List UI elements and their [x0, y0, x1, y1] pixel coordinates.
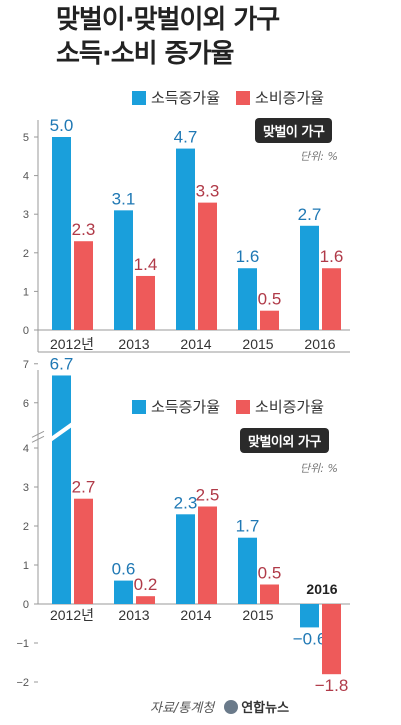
y-tick-label: −2: [16, 677, 29, 689]
panel-tag-dual-income: 맞벌이 가구: [255, 118, 333, 143]
y-tick-label: 1: [23, 286, 29, 298]
legend-label-income: 소득증가율: [151, 398, 221, 416]
category-label: 2016: [304, 336, 335, 352]
data-label-income: 4.7: [174, 128, 198, 147]
chart-title-line-1: 맞벌이·맞벌이외 가구: [56, 5, 280, 35]
unit-label-bottom: 단위: %: [300, 462, 338, 475]
chart-title-line-2: 소득·소비 증가율: [56, 39, 234, 69]
category-label: 2015: [242, 607, 273, 623]
axis-break-axis-mark: [31, 430, 45, 443]
y-tick-label: 3: [23, 482, 29, 494]
data-label-income: 2.3: [174, 493, 198, 512]
data-label-spending: 1.6: [320, 247, 344, 266]
bar-spending: [260, 584, 279, 604]
data-label-spending: 3.3: [196, 182, 220, 201]
legend-item-income: 소득증가율: [132, 87, 220, 108]
source-label: 자료/통계청: [150, 701, 215, 716]
category-label: 2015: [242, 336, 273, 352]
bar-income: [114, 210, 133, 330]
legend-swatch-income: [132, 90, 146, 105]
data-label-income: 6.7: [50, 354, 74, 373]
category-label: 2012년: [50, 336, 94, 352]
bar-income: [52, 137, 71, 330]
legend-bottom: 소득증가율 소비증가율: [132, 396, 340, 417]
category-label: 2013: [118, 607, 149, 623]
category-label: 2012년: [50, 607, 94, 623]
legend-swatch-income: [132, 399, 146, 414]
y-tick-label: 5: [23, 132, 29, 144]
y-tick-label: 6: [23, 398, 29, 410]
category-label: 2014: [180, 336, 211, 352]
panel-tag-non-dual-income: 맞벌이외 가구: [240, 428, 329, 453]
y-tick-label: 4: [23, 443, 29, 455]
bar-income: [238, 537, 257, 604]
bar-spending: [322, 604, 341, 675]
logo-icon: [224, 699, 239, 714]
y-tick-label: 2: [23, 521, 29, 533]
legend-label-spending: 소비증가율: [255, 89, 325, 107]
data-label-spending: 0.5: [258, 290, 282, 309]
category-label: 2016: [306, 581, 337, 597]
bar-income: [300, 225, 319, 330]
bar-spending: [136, 275, 155, 330]
legend-top: 소득증가율 소비증가율: [132, 87, 340, 108]
category-label: 2014: [180, 607, 211, 623]
y-tick-label: 7: [23, 359, 29, 371]
legend-swatch-spending: [236, 399, 251, 414]
bar-income: [176, 514, 195, 604]
legend-swatch-spending: [236, 90, 251, 105]
bar-spending: [260, 310, 279, 330]
legend-item-spending: 소비증가율: [236, 87, 324, 108]
data-label-spending: 0.2: [134, 575, 158, 594]
y-tick-label: 3: [23, 209, 29, 221]
y-tick-label: −1: [16, 638, 29, 650]
bar-spending: [322, 268, 341, 330]
bar-income: [114, 580, 133, 604]
data-label-income: 3.1: [112, 189, 136, 208]
unit-label-top: 단위: %: [300, 150, 338, 163]
bar-income: [176, 148, 195, 330]
bar-spending: [136, 596, 155, 604]
axis-break-mark: [49, 420, 74, 444]
bar-spending: [198, 202, 217, 330]
footer: 자료/통계청 연합뉴스: [150, 697, 289, 716]
y-tick-label: 0: [23, 325, 29, 337]
bar-spending: [74, 241, 93, 330]
data-label-income: 1.6: [236, 247, 260, 266]
legend-label-spending: 소비증가율: [255, 398, 325, 416]
legend-item-spending: 소비증가율: [236, 396, 324, 417]
bar-income: [52, 375, 71, 604]
y-tick-label: 0: [23, 599, 29, 611]
bar-income: [238, 268, 257, 330]
data-label-income: −0.6: [293, 629, 327, 648]
category-label: 2013: [118, 336, 149, 352]
data-label-spending: 2.7: [72, 478, 96, 497]
data-label-spending: 2.3: [72, 220, 96, 239]
y-tick-label: 4: [23, 171, 29, 183]
logo-text: 연합뉴스: [241, 701, 290, 716]
legend-item-income: 소득증가율: [132, 396, 220, 417]
data-label-income: 5.0: [50, 116, 74, 135]
bar-income: [300, 604, 319, 628]
data-label-income: 0.6: [112, 560, 136, 579]
data-label-income: 1.7: [236, 517, 260, 536]
bar-spending: [198, 506, 217, 604]
legend-label-income: 소득증가율: [151, 89, 221, 107]
y-tick-label: 2: [23, 248, 29, 260]
bar-spending: [74, 498, 93, 604]
logo: 연합뉴스: [224, 697, 289, 716]
data-label-income: 2.7: [298, 205, 322, 224]
data-label-spending: 2.5: [196, 486, 220, 505]
data-label-spending: 1.4: [134, 255, 158, 274]
y-tick-label: 1: [23, 560, 29, 572]
data-label-spending: −1.8: [315, 676, 349, 695]
data-label-spending: 0.5: [258, 564, 282, 583]
